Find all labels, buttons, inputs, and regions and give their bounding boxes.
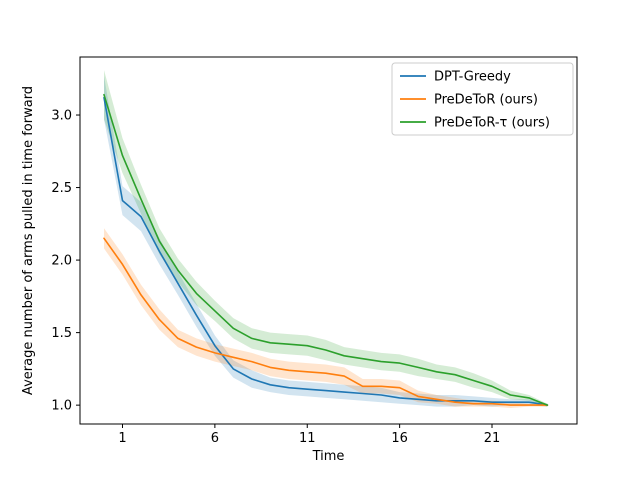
legend-label-1: DPT-Greedy <box>434 70 511 85</box>
y-axis-tick-label: 2.0 <box>51 254 72 269</box>
y-axis-label: Average number of arms pulled in time fo… <box>21 86 36 395</box>
y-axis-tick-label: 3.0 <box>51 109 72 124</box>
series-line-3 <box>103 93 549 406</box>
legend-label-2: PreDeToR (ours) <box>434 93 538 108</box>
plot-spines <box>79 56 578 425</box>
x-axis-tick-label: 11 <box>299 431 316 446</box>
series-line-1 <box>103 96 549 406</box>
x-axis-tick-label: 1 <box>118 431 126 446</box>
y-axis-tick-label: 2.5 <box>51 181 72 196</box>
confidence-band-2 <box>104 228 548 408</box>
series-line-2 <box>103 237 549 406</box>
legend-label-3: PreDeToR-τ (ours) <box>434 116 550 131</box>
x-axis-tick-label: 6 <box>211 431 219 446</box>
y-axis-tick-label: 1.5 <box>51 326 72 341</box>
y-axis-tick-label: 1.0 <box>51 399 72 414</box>
x-axis-tick-label: 21 <box>484 431 501 446</box>
x-axis-tick-label: 16 <box>391 431 408 446</box>
x-axis-label: Time <box>312 449 345 464</box>
legend-box <box>391 62 574 136</box>
